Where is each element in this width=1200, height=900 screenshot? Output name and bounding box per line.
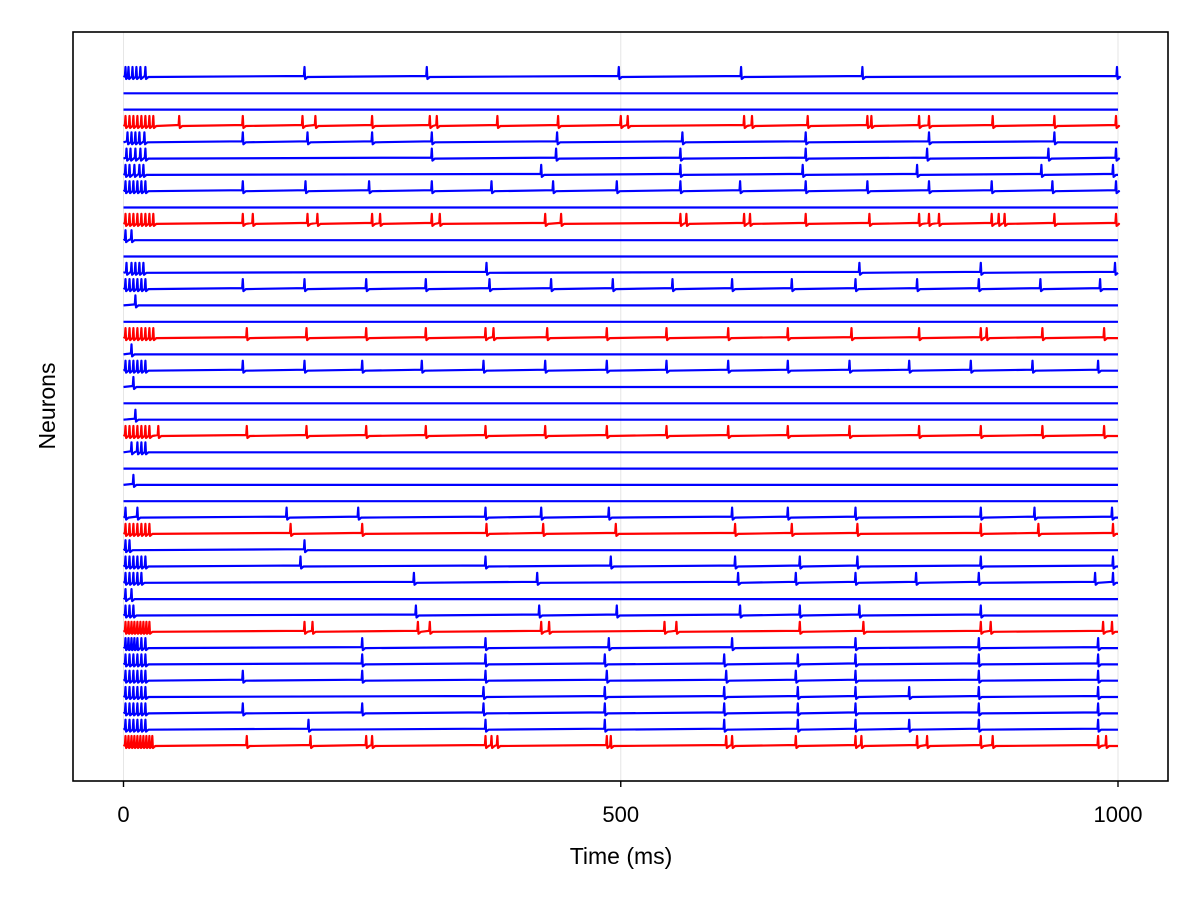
neuron-trace-40 xyxy=(122,702,1118,717)
x-axis-ticks: 0 500 1000 xyxy=(117,781,1142,827)
neuron-trace-22 xyxy=(123,408,1118,423)
neuron-trace-26 xyxy=(123,473,1118,488)
y-axis-label: Neurons xyxy=(34,363,60,450)
neuron-trace-17 xyxy=(122,327,1118,342)
neuron-trace-15 xyxy=(123,294,1118,309)
neuron-trace-31 xyxy=(122,555,1118,570)
neuron-trace-7 xyxy=(122,163,1118,178)
neuron-trace-5 xyxy=(123,131,1118,146)
neuron-trace-23 xyxy=(122,424,1118,440)
neuron-trace-10 xyxy=(122,212,1121,227)
neuron-trace-32 xyxy=(122,571,1118,586)
neuron-trace-28 xyxy=(122,506,1118,521)
neuron-trace-33 xyxy=(122,588,1118,603)
neuron-trace-11 xyxy=(122,229,1118,244)
neuron-trace-13 xyxy=(123,261,1119,276)
neuron-trace-14 xyxy=(122,278,1118,293)
neuron-trace-8 xyxy=(122,180,1121,195)
x-tick-label-1000: 1000 xyxy=(1094,802,1143,827)
gridlines xyxy=(123,32,1119,781)
neuron-trace-1 xyxy=(122,65,1122,81)
neuron-trace-19 xyxy=(122,359,1118,374)
neuron-trace-36 xyxy=(122,637,1118,652)
neuron-trace-18 xyxy=(123,343,1118,358)
neuron-trace-35 xyxy=(122,620,1118,635)
neuron-trace-4 xyxy=(122,114,1121,130)
neuron-trace-38 xyxy=(122,669,1118,684)
neuron-trace-42 xyxy=(122,734,1118,750)
neuron-trace-30 xyxy=(122,539,1118,554)
neuron-trace-24 xyxy=(123,441,1118,456)
x-tick-label-0: 0 xyxy=(117,802,129,827)
neuron-trace-6 xyxy=(123,147,1121,162)
neuron-trace-29 xyxy=(122,522,1118,537)
neuron-trace-41 xyxy=(122,718,1118,733)
neuron-trace-37 xyxy=(122,653,1118,668)
neuron-traces xyxy=(122,65,1122,750)
neuron-trace-39 xyxy=(122,685,1118,701)
neuron-trace-20 xyxy=(123,375,1118,391)
x-tick-label-500: 500 xyxy=(602,802,639,827)
x-axis-label: Time (ms) xyxy=(570,843,673,869)
neuron-trace-34 xyxy=(122,604,1118,619)
